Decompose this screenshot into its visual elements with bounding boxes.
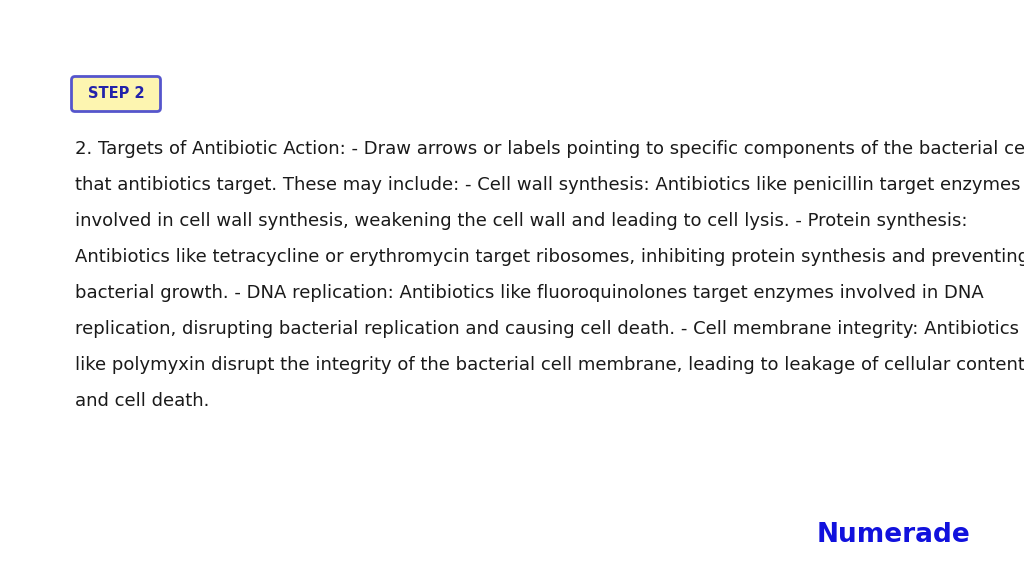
Text: 2. Targets of Antibiotic Action: - Draw arrows or labels pointing to specific co: 2. Targets of Antibiotic Action: - Draw … — [75, 140, 1024, 158]
Text: that antibiotics target. These may include: - Cell wall synthesis: Antibiotics l: that antibiotics target. These may inclu… — [75, 176, 1021, 194]
FancyBboxPatch shape — [72, 77, 161, 112]
Text: replication, disrupting bacterial replication and causing cell death. - Cell mem: replication, disrupting bacterial replic… — [75, 320, 1019, 338]
Text: like polymyxin disrupt the integrity of the bacterial cell membrane, leading to : like polymyxin disrupt the integrity of … — [75, 356, 1024, 374]
Text: STEP 2: STEP 2 — [88, 86, 144, 101]
Text: involved in cell wall synthesis, weakening the cell wall and leading to cell lys: involved in cell wall synthesis, weakeni… — [75, 212, 968, 230]
Text: and cell death.: and cell death. — [75, 392, 209, 410]
Text: Numerade: Numerade — [816, 522, 970, 548]
Text: Antibiotics like tetracycline or erythromycin target ribosomes, inhibiting prote: Antibiotics like tetracycline or erythro… — [75, 248, 1024, 266]
Text: bacterial growth. - DNA replication: Antibiotics like fluoroquinolones target en: bacterial growth. - DNA replication: Ant… — [75, 284, 984, 302]
